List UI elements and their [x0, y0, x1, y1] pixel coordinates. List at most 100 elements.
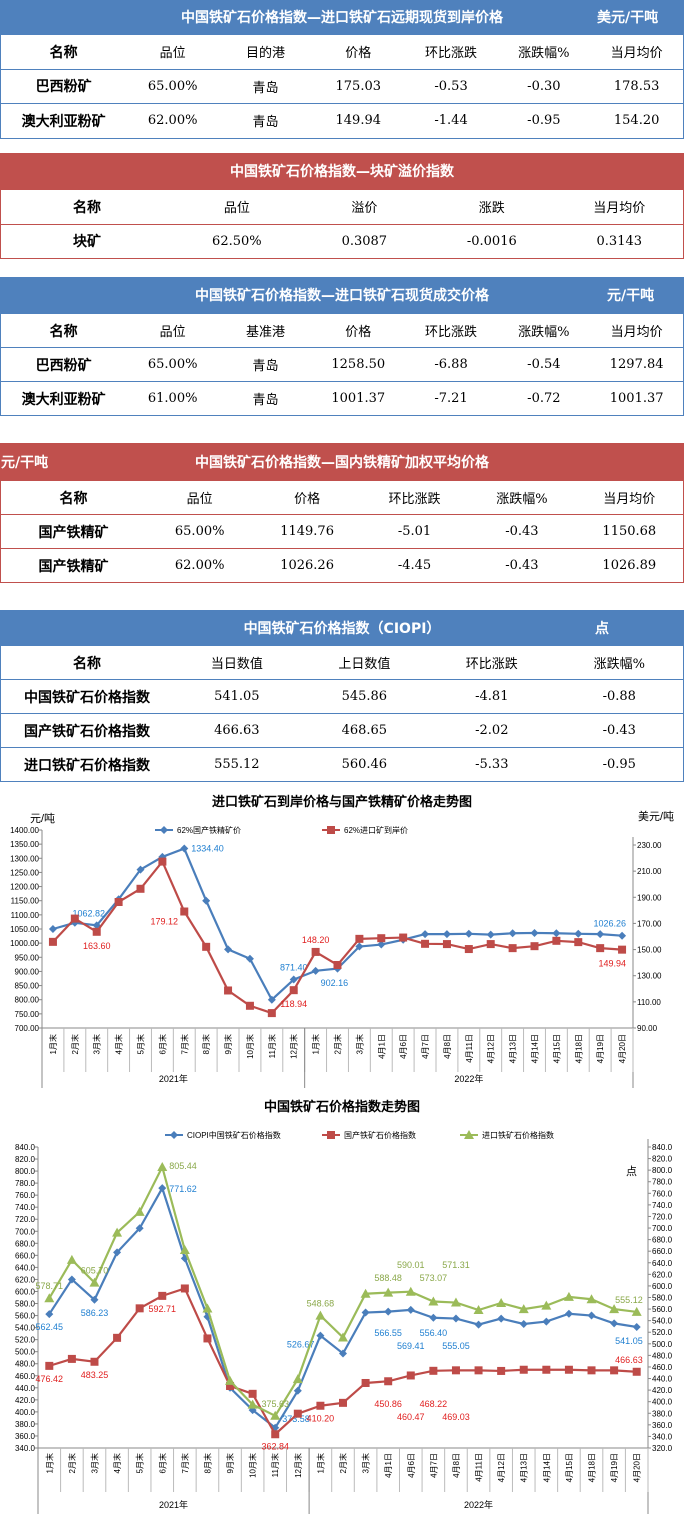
table-cell: 62.00%	[174, 558, 225, 573]
x-tick-label: 4月14日	[531, 1034, 540, 1063]
table-cell: 0.3087	[341, 233, 388, 249]
column-header: 当月均价	[603, 492, 656, 507]
data-point	[89, 1277, 100, 1287]
table-row: 巴西粉矿 65.00% 青岛 1258.50 -6.88 -0.54 1297.84	[1, 347, 683, 381]
data-point	[421, 939, 430, 948]
table-cell: 0.3143	[596, 233, 643, 249]
table-cell: -5.33	[475, 757, 509, 772]
data-point	[180, 907, 189, 916]
table-row: 巴西粉矿 65.00% 青岛 175.03 -0.53 -0.30 178.53	[1, 68, 683, 104]
data-label: 771.62	[169, 1184, 197, 1194]
data-point	[563, 1291, 574, 1301]
data-label: 375.63	[261, 1399, 289, 1409]
y2-tick-label: 780.0	[652, 1178, 673, 1187]
x-tick-label: 4月6日	[399, 1034, 408, 1059]
data-point	[610, 1319, 619, 1328]
header-row: 名称 品位 基准港 价格 环比涨跌 涨跌幅% 当月均价	[1, 313, 683, 347]
data-point	[271, 1430, 280, 1439]
price-table-4: 中国铁矿石价格指数—国内铁精矿加权平均价格 元/干吨 名称 品位 价格 环比涨跌 涨跌幅% 当…	[0, 443, 684, 583]
data-point	[355, 934, 364, 943]
x-tick-label: 11月末	[270, 1453, 280, 1477]
data-point	[70, 914, 79, 923]
data-point	[530, 928, 539, 937]
column-header: 名称	[59, 490, 88, 507]
x-tick-label: 8月末	[202, 1453, 212, 1473]
y-tick-label: 750.00	[15, 1010, 40, 1019]
data-point	[45, 1361, 54, 1370]
column-header: 上日数值	[338, 657, 391, 672]
table-cell: -0.72	[527, 391, 561, 406]
header-row: 名称 当日数值 上日数值 环比涨跌 涨跌幅%	[1, 645, 683, 679]
y-tick-label: 850.00	[15, 982, 40, 991]
table-cell: 国产铁矿石价格指数	[24, 723, 151, 740]
table-cell: -4.45	[397, 558, 432, 573]
column-header: 当日数值	[210, 657, 263, 672]
data-point	[136, 865, 145, 874]
x-tick-label: 1月末	[48, 1034, 58, 1054]
x-tick-label: 1月末	[311, 1034, 321, 1054]
data-point	[618, 945, 627, 954]
data-label: 526.67	[287, 1340, 315, 1350]
table-cell: 545.86	[341, 689, 388, 704]
y-tick-label: 560.0	[15, 1312, 36, 1321]
table-cell: 1258.50	[331, 357, 386, 372]
column-header: 涨跌	[478, 201, 505, 217]
x-tick-label: 3月末	[89, 1453, 99, 1473]
data-point	[486, 930, 495, 939]
data-label: 373.58	[282, 1414, 310, 1424]
data-label: 179.12	[151, 917, 179, 927]
table-cell: 1150.68	[602, 524, 657, 539]
data-point	[564, 1365, 573, 1374]
table-cell: 62.00%	[147, 113, 198, 129]
table-cell: 青岛	[252, 359, 279, 374]
column-header: 环比涨跌	[425, 46, 478, 62]
data-point	[564, 1309, 573, 1318]
table-cell: 澳大利亚粉矿	[21, 113, 106, 130]
data-label: 148.20	[302, 935, 330, 945]
data-point	[464, 945, 473, 954]
data-point	[574, 938, 583, 947]
data-point	[519, 1365, 528, 1374]
data-point	[451, 1366, 460, 1375]
data-point	[586, 1294, 597, 1304]
y-tick-label: 780.0	[15, 1179, 36, 1188]
series-line	[52, 859, 623, 1015]
y-tick-label: 420.0	[15, 1396, 36, 1405]
data-point	[179, 1245, 190, 1255]
x-tick-label: 2月末	[67, 1453, 77, 1473]
data-point	[158, 1291, 167, 1300]
table-cell: 1149.76	[280, 524, 334, 539]
y2-tick-label: 360.0	[652, 1421, 673, 1430]
column-header: 名称	[73, 655, 102, 672]
x-tick-label: 4月末	[114, 1034, 124, 1054]
data-point	[632, 1322, 641, 1331]
y-tick-label: 1250.00	[10, 868, 39, 877]
data-point	[134, 1206, 145, 1216]
data-point	[361, 1308, 370, 1317]
x-tick-label: 2月末	[333, 1034, 343, 1054]
x-tick-label: 4月1日	[377, 1034, 386, 1059]
column-header: 当月均价	[610, 46, 663, 62]
table-cell: 1297.84	[609, 357, 664, 372]
price-table-3: 中国铁矿石价格指数—进口铁矿石现货成交价格 元/干吨 名称 品位 基准港 价格 环比涨跌 涨跌…	[0, 277, 684, 416]
table-cell: -0.95	[527, 113, 561, 129]
data-label: 588.48	[374, 1273, 402, 1283]
y-tick-label: 400.0	[15, 1408, 36, 1417]
table-row: 块矿 62.50% 0.3087 -0.0016 0.3143	[1, 223, 683, 259]
table-cell: 1001.37	[609, 391, 664, 406]
data-label: 573.07	[420, 1273, 448, 1283]
table-cell: 进口铁矿石价格指数	[24, 757, 151, 774]
data-point	[203, 1334, 212, 1343]
data-point	[383, 1287, 394, 1297]
table-title: 中国铁矿石价格指数—进口铁矿石现货成交价格	[195, 288, 489, 304]
data-label: 586.23	[81, 1308, 109, 1318]
y-tick-label: 840.0	[15, 1143, 36, 1152]
column-header: 当月均价	[593, 201, 646, 217]
price-table-5: 中国铁矿石价格指数（CIOPI） 点名称 当日数值 上日数值 环比涨跌 涨跌幅% 中国铁矿石…	[0, 610, 684, 782]
table-cell: 175.03	[335, 78, 382, 94]
x-tick-label: 11月末	[267, 1034, 277, 1058]
table-header: 中国铁矿石价格指数—国内铁精矿加权平均价格 元/干吨	[1, 443, 683, 480]
y2-tick-label: 700.0	[652, 1224, 673, 1233]
y-tick-label: 680.0	[15, 1239, 36, 1248]
